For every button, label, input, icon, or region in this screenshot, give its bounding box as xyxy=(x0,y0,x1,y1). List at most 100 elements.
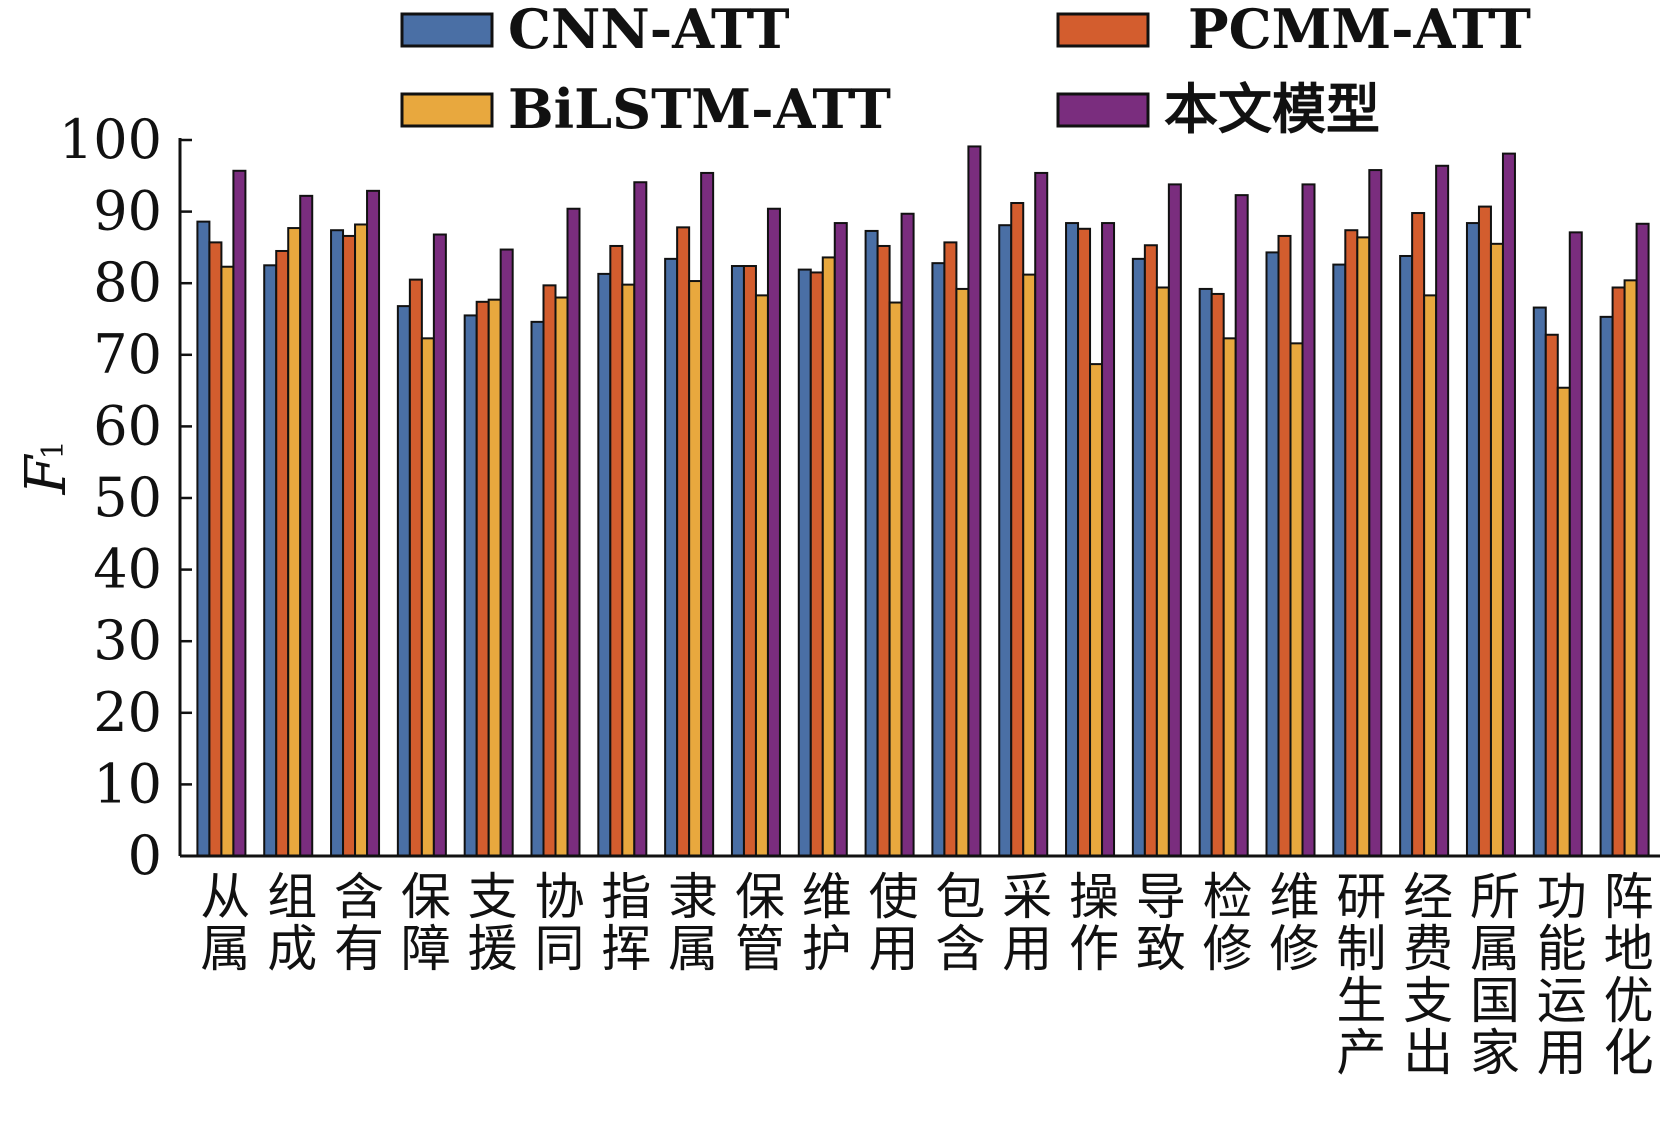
legend: CNN-ATT PCMM-ATT BiLSTM-ATT 本文模型 xyxy=(400,0,1531,141)
bar xyxy=(396,305,411,857)
bar xyxy=(931,262,946,858)
bar xyxy=(1611,286,1626,858)
x-tick-label: 协同 xyxy=(527,870,585,974)
bar xyxy=(597,272,612,857)
x-tick-label: 阵地优化 xyxy=(1596,870,1654,1078)
bar xyxy=(876,244,891,857)
bar xyxy=(1465,222,1480,857)
bar xyxy=(1368,169,1383,857)
x-tick-label: 含有 xyxy=(326,870,384,974)
bar xyxy=(463,314,478,858)
legend-swatch xyxy=(400,12,494,48)
bar xyxy=(554,296,569,857)
bar xyxy=(1222,337,1237,858)
x-tick-label: 指挥 xyxy=(593,870,651,974)
bar xyxy=(1532,306,1547,857)
bar xyxy=(1210,292,1225,857)
bar xyxy=(1022,273,1037,858)
bar xyxy=(1635,222,1650,858)
bar xyxy=(1198,287,1213,858)
x-tick-label: 隶属 xyxy=(660,870,718,974)
bar xyxy=(1356,236,1371,858)
bar xyxy=(342,234,357,858)
bar xyxy=(688,280,703,857)
x-tick-label: 导致 xyxy=(1128,870,1186,974)
x-axis-labels: 从属 组成 含有 保障 支援 协同 指挥 隶属 保管 维护 使用 包含 采用 操作 导致 检修 维修 研制生产 经费… xyxy=(192,870,1653,1078)
bar xyxy=(1234,194,1249,857)
bar xyxy=(1065,222,1080,857)
bar xyxy=(475,300,490,858)
x-tick-label: 操作 xyxy=(1061,870,1119,974)
bar xyxy=(1034,171,1049,858)
y-tick-label: 20 xyxy=(93,681,162,744)
y-tick-label: 10 xyxy=(93,752,162,815)
x-tick-label: 研制生产 xyxy=(1328,870,1386,1078)
x-tick-label: 维修 xyxy=(1262,870,1320,974)
y-tick-label: 70 xyxy=(93,323,162,386)
bar xyxy=(287,227,302,857)
bar xyxy=(1623,279,1638,857)
legend-label: 本文模型 xyxy=(1164,77,1380,141)
bar xyxy=(499,248,514,858)
axes xyxy=(178,138,1660,858)
bar xyxy=(998,224,1013,858)
bar xyxy=(1077,227,1092,857)
bar xyxy=(821,256,836,857)
bar xyxy=(664,257,679,857)
bar xyxy=(1544,333,1559,857)
bar xyxy=(609,244,624,857)
bar xyxy=(432,233,447,857)
bar xyxy=(621,283,636,857)
bar xyxy=(1277,234,1292,858)
plot-bars xyxy=(196,145,1650,858)
bar xyxy=(1477,205,1492,857)
legend-swatch xyxy=(1056,92,1150,128)
bar xyxy=(1568,231,1583,857)
bar xyxy=(1423,294,1438,857)
bar xyxy=(420,337,435,858)
bar xyxy=(299,194,314,857)
bar xyxy=(354,223,369,858)
x-tick-label: 采用 xyxy=(994,870,1052,974)
bar xyxy=(809,271,824,857)
y-axis-title: F 1 xyxy=(14,440,79,495)
y-tick-label: 30 xyxy=(93,609,162,672)
y-axis-label: F xyxy=(14,453,79,495)
bar xyxy=(754,294,769,857)
bar xyxy=(366,189,381,857)
y-axis-label-subscript: 1 xyxy=(36,440,71,459)
x-tick-label: 经费支出 xyxy=(1395,870,1453,1078)
y-tick-label: 60 xyxy=(93,394,162,457)
bar xyxy=(967,145,982,858)
x-tick-label: 保障 xyxy=(393,870,451,974)
legend-label: CNN-ATT xyxy=(508,0,790,61)
bar xyxy=(742,265,757,857)
bar xyxy=(275,249,290,858)
bar xyxy=(1301,183,1316,857)
bar xyxy=(196,220,211,857)
bar xyxy=(1289,342,1304,857)
bar xyxy=(1010,202,1025,857)
legend-swatch xyxy=(400,92,494,128)
bar xyxy=(1599,315,1614,857)
y-tick-label: 80 xyxy=(93,251,162,314)
bar xyxy=(1089,363,1104,857)
bar xyxy=(263,264,278,857)
bar xyxy=(1435,164,1450,857)
bar xyxy=(1489,242,1504,857)
bar xyxy=(766,207,781,857)
x-tick-label: 组成 xyxy=(259,870,317,974)
y-tick-label: 50 xyxy=(93,466,162,529)
bar xyxy=(633,181,648,857)
x-tick-label: 所属国家 xyxy=(1462,870,1520,1078)
y-axis: 0 10 20 30 40 50 60 70 80 90 100 xyxy=(59,108,192,887)
x-tick-label: 包含 xyxy=(927,870,985,974)
bar xyxy=(1411,212,1426,858)
bar xyxy=(1265,251,1280,858)
bar xyxy=(900,212,915,858)
y-tick-label: 0 xyxy=(128,824,162,887)
bar xyxy=(566,207,581,857)
bar xyxy=(833,222,848,857)
bar xyxy=(232,169,247,857)
